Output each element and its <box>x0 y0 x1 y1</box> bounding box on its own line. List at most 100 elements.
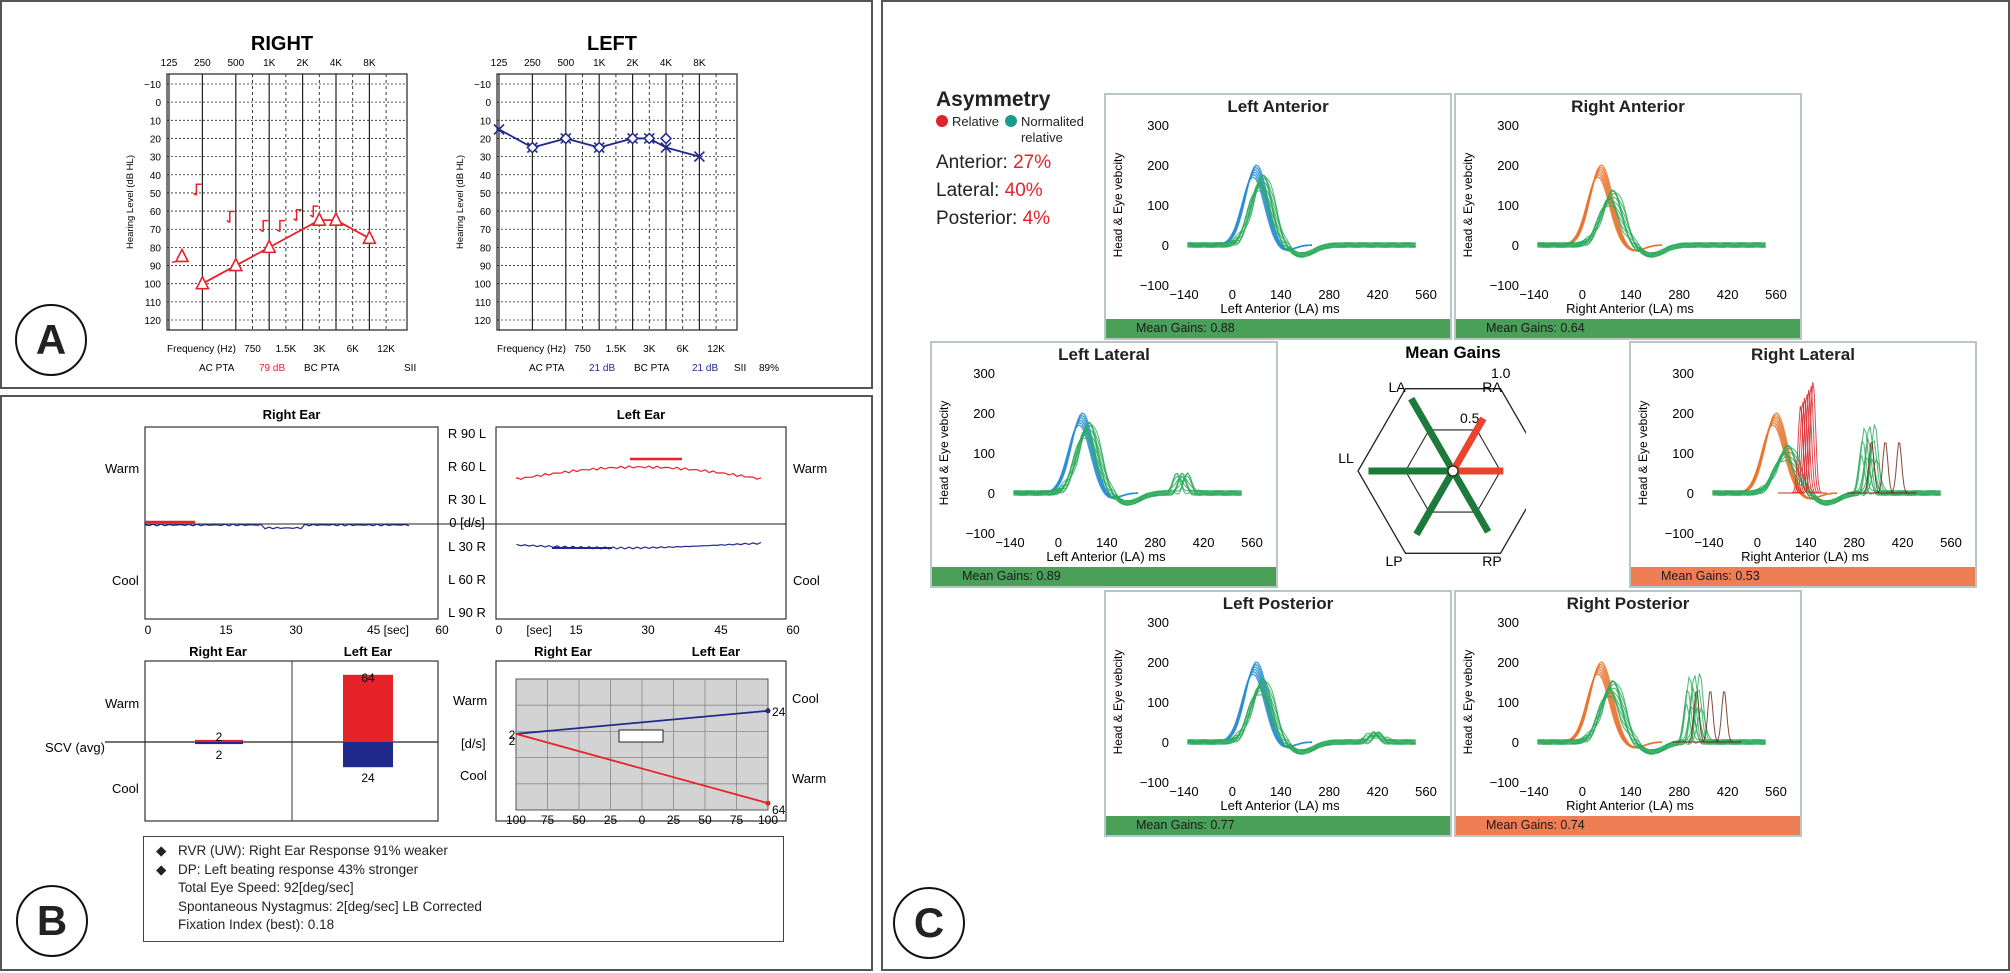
audiogram-xtick-bottom: 1.5K <box>606 344 627 355</box>
vhit-title: Left Lateral <box>1058 345 1150 364</box>
audiogram-ac-marker <box>174 247 190 263</box>
legend-normalized-label-2: relative <box>1020 130 1063 145</box>
asymmetry-rows: Anterior: 27% Lateral: 40% Posterior: 4% <box>936 152 1106 230</box>
vhit-head-trace <box>1712 416 1837 500</box>
butterfly-xtick: 50 <box>698 813 712 827</box>
vhit-ytick: 100 <box>1147 198 1169 213</box>
butterfly-left-title: Left Ear <box>692 644 740 659</box>
vhit-xtick: 0 <box>1579 287 1586 302</box>
asymmetry-row: Anterior: 27% <box>936 152 1106 174</box>
scv-value: 64 <box>361 671 375 685</box>
pta-sii-label: SII <box>734 363 746 374</box>
note-row: ◆ DP: Left beating response 43% stronger <box>156 861 771 880</box>
vhit-box-rp: Right Posterior 300 200 100 0 −100 −140 0 140 280… <box>1454 590 1802 837</box>
audiogram-xtick-top: 500 <box>227 58 244 69</box>
pta-sii-label: SII <box>404 363 416 374</box>
audiogram-ytick: −10 <box>474 80 491 91</box>
vhit-eye-trace <box>1537 673 1766 754</box>
vhit-xtick: 140 <box>1270 784 1292 799</box>
butterfly-center-box <box>618 729 664 743</box>
vhit-plot: 300 200 100 0 −100−140 0 140 280 420 560 Left Ante… <box>1111 615 1437 813</box>
note-text: DP: Left beating response 43% stronger <box>178 861 419 877</box>
scv-bar-cool <box>195 742 243 745</box>
scv-bar-warm <box>343 674 393 742</box>
vhit-plot: 300 200 100 0 −100−140 0 140 280 420 560 Left Ante… <box>937 366 1263 564</box>
audiogram-bc-marker <box>659 132 673 145</box>
scv-bar-warm <box>195 739 243 742</box>
vhit-ytick: 300 <box>1147 615 1169 630</box>
scv-ylabel: SCV (avg) <box>45 740 105 755</box>
vhit-xtick: 420 <box>1892 535 1914 550</box>
vhit-xtick: 140 <box>1270 287 1292 302</box>
vhit-ytick: −100 <box>966 526 995 541</box>
vhit-head-trace <box>1712 422 1837 500</box>
mean-gain-bar: Mean Gains: 0.64 <box>1456 319 1800 338</box>
vhit-ytick: 200 <box>1147 158 1169 173</box>
teal-dot-icon <box>1004 115 1017 127</box>
asymmetry-title: Asymmetry <box>936 88 1051 111</box>
asymmetry-value: 27% <box>1013 152 1052 173</box>
vhit-ytick: 300 <box>1497 615 1519 630</box>
vhit-head-trace <box>1712 415 1837 500</box>
butterfly-end-label: 24 <box>772 705 786 719</box>
vhit-plot: 300 200 100 0 −100−140 0 140 280 420 560 Right Ant… <box>1461 118 1787 316</box>
vhit-xtick: 140 <box>1795 535 1817 550</box>
audiogram-xtick-bottom: 12K <box>707 344 725 355</box>
vhit-xlabel: Right Anterior (LA) ms <box>1741 549 1869 564</box>
audiogram-ac-marker <box>228 256 244 272</box>
asymmetry-row: Posterior: 4% <box>936 208 1106 230</box>
vhit-eye-trace <box>1537 680 1766 754</box>
vhit-eye-trace <box>1537 696 1766 756</box>
audiogram-marker-tail <box>171 260 177 264</box>
audiogram-bc-marker <box>226 210 235 224</box>
audiogram-ytick: 110 <box>475 298 491 309</box>
nystagmus-trace-left-blue <box>516 541 762 550</box>
legend-normalized: Normalited relative <box>1004 114 1084 146</box>
note-text: Fixation Index (best): 0.18 <box>178 917 335 932</box>
audiogram-ytick: 40 <box>480 171 492 182</box>
vhit-eye-trace <box>1187 177 1416 258</box>
audiogram-xtick-bottom: 750 <box>244 344 261 355</box>
vhit-title: Right Anterior <box>1571 97 1685 116</box>
vhit-eye-trace <box>1013 421 1242 505</box>
vhit-xtick: 420 <box>1717 784 1739 799</box>
vhit-xtick: 280 <box>1843 535 1865 550</box>
butterfly-end-dot <box>765 708 771 714</box>
vhit-ytick: 0 <box>1512 735 1519 750</box>
vhit-eye-trace <box>1187 694 1416 756</box>
audiogram-xtick-top: 1K <box>263 58 276 69</box>
audiogram-ac-line <box>498 128 700 158</box>
vhit-xtick: −140 <box>995 535 1024 550</box>
mean-gain-bar: Mean Gains: 0.53 <box>1631 567 1975 586</box>
audiogram-freq-label: Frequency (Hz) <box>497 344 566 355</box>
mean-gain-bar: Mean Gains: 0.88 <box>1106 319 1450 338</box>
vhit-ytick: 0 <box>1162 735 1169 750</box>
butterfly-warm-left: Warm <box>453 693 487 708</box>
audiogram-ytick: 70 <box>480 225 492 236</box>
scale-mid-label: 0.5 <box>1460 410 1480 426</box>
mean-gain-bar: Mean Gains: 0.77 <box>1106 816 1450 835</box>
audiogram-ylabel: Hearing Level (dB HL) <box>455 155 466 249</box>
vhit-saccade-trace <box>1847 442 1917 494</box>
butterfly-start-label: 2 <box>509 734 516 748</box>
nystagmus-right-title: Right Ear <box>263 407 321 422</box>
nystagmus-scale-label: R 30 L <box>448 492 486 507</box>
audiogram-frame <box>496 73 738 331</box>
audiogram-ytick: 60 <box>150 207 162 218</box>
vhit-xtick: 420 <box>1193 535 1215 550</box>
audiogram-xtick-top: 250 <box>524 58 541 69</box>
scv-value: 2 <box>216 748 223 762</box>
audiogram-ytick: −10 <box>144 80 161 91</box>
nystagmus-scale-label: 0 [d/s] <box>449 515 484 530</box>
vhit-head-trace <box>1537 171 1662 252</box>
audiogram-ytick: 10 <box>480 116 492 127</box>
audiogram-xtick-top: 125 <box>491 58 508 69</box>
audiogram-xtick-top: 8K <box>693 58 706 69</box>
diamond-bullet-icon: ◆ <box>156 843 167 858</box>
warm-label: Warm <box>793 461 827 476</box>
vhit-ytick: −100 <box>1665 526 1694 541</box>
vhit-eye-trace <box>1187 174 1416 257</box>
panel-b: Right Ear Left Ear Warm Cool Warm Cool R 90 L R… <box>0 395 873 971</box>
pta-bc-label: BC PTA <box>304 363 340 374</box>
vhit-xtick: −140 <box>1519 287 1548 302</box>
